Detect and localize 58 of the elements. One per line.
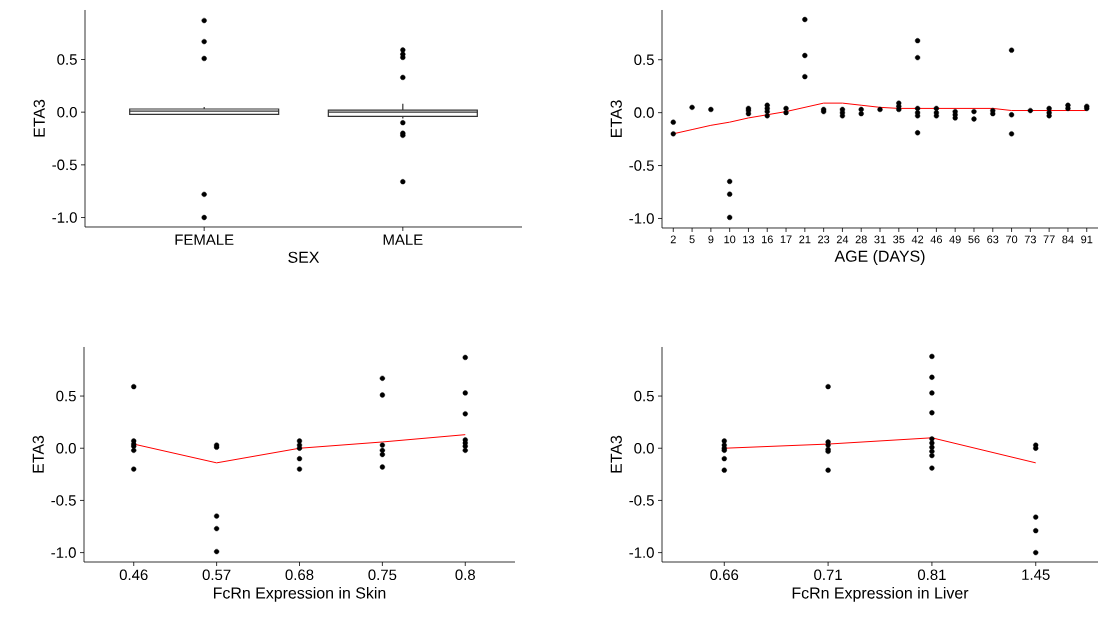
x-tick-label: 21 — [799, 235, 811, 244]
x-tick-label: 49 — [949, 235, 961, 244]
x-tick-label: 73 — [1024, 235, 1036, 244]
x-tick-label: 0.81 — [917, 569, 946, 581]
y-axis-title: ETA3 — [32, 435, 44, 473]
x-tick-label: 28 — [855, 235, 867, 244]
x-tick-label: 31 — [874, 235, 886, 244]
x-tick-label: 0.66 — [710, 569, 739, 581]
x-tick-label: 0.68 — [285, 569, 314, 581]
x-axis-title: FcRn Expression in Skin — [213, 586, 386, 602]
y-tick-label: 0.0 — [57, 106, 77, 118]
x-tick-label: 91 — [1081, 235, 1093, 244]
y-tick-label: 0.0 — [634, 107, 654, 118]
x-axis-title: FcRn Expression in Liver — [792, 586, 969, 602]
y-tick-label: 0.0 — [56, 442, 76, 454]
x-tick-label: 2 — [670, 235, 676, 244]
y-tick-label: 0.5 — [634, 390, 654, 402]
x-tick-label: 42 — [911, 235, 924, 244]
y-tick-label: 0.5 — [57, 54, 77, 65]
y-tick-label: 0.5 — [56, 390, 76, 402]
y-tick-label: -0.5 — [51, 495, 76, 506]
y-tick-label: -0.5 — [52, 159, 77, 171]
x-tick-label: 5 — [689, 235, 695, 244]
x-axis-title: SEX — [288, 251, 320, 263]
x-tick-label: 56 — [968, 235, 980, 244]
x-tick-label: 0.71 — [814, 569, 842, 581]
x-tick-label: 10 — [724, 235, 736, 244]
y-tick-label: -1.0 — [629, 213, 654, 224]
x-tick-label: 0.75 — [368, 569, 397, 581]
y-tick-label: 0.0 — [634, 442, 654, 454]
y-tick-label: 0.5 — [634, 54, 654, 66]
x-tick-label: 35 — [893, 235, 905, 244]
y-axis-title: ETA3 — [33, 99, 45, 137]
x-tick-label: 16 — [761, 235, 773, 244]
x-tick-label: 23 — [818, 235, 830, 244]
y-tick-label: -0.5 — [629, 160, 654, 171]
y-tick-label: -1.0 — [629, 547, 654, 558]
y-tick-label: -0.5 — [629, 495, 654, 506]
x-tick-label: 63 — [987, 235, 999, 244]
x-tick-label: 1.45 — [1022, 569, 1050, 580]
x-tick-label: 84 — [1062, 235, 1074, 244]
y-axis-title: ETA3 — [610, 435, 622, 473]
x-tick-label: 9 — [708, 235, 714, 244]
x-tick-label: 0.46 — [119, 569, 148, 581]
x-tick-label: 77 — [1043, 235, 1055, 244]
x-tick-label: MALE — [383, 234, 423, 245]
y-axis-title: ETA3 — [610, 100, 622, 138]
x-axis-title: AGE (DAYS) — [834, 250, 925, 265]
y-tick-label: -1.0 — [52, 212, 77, 223]
x-tick-label: 0.57 — [202, 569, 231, 581]
x-tick-label: 24 — [836, 235, 849, 244]
x-tick-label: FEMALE — [175, 234, 234, 245]
x-tick-label: 0.8 — [455, 569, 475, 581]
x-tick-label: 17 — [780, 235, 792, 244]
x-tick-label: 13 — [743, 235, 755, 244]
y-tick-label: -1.0 — [51, 547, 76, 558]
x-tick-label: 46 — [930, 235, 942, 244]
x-tick-label: 70 — [1006, 235, 1018, 244]
